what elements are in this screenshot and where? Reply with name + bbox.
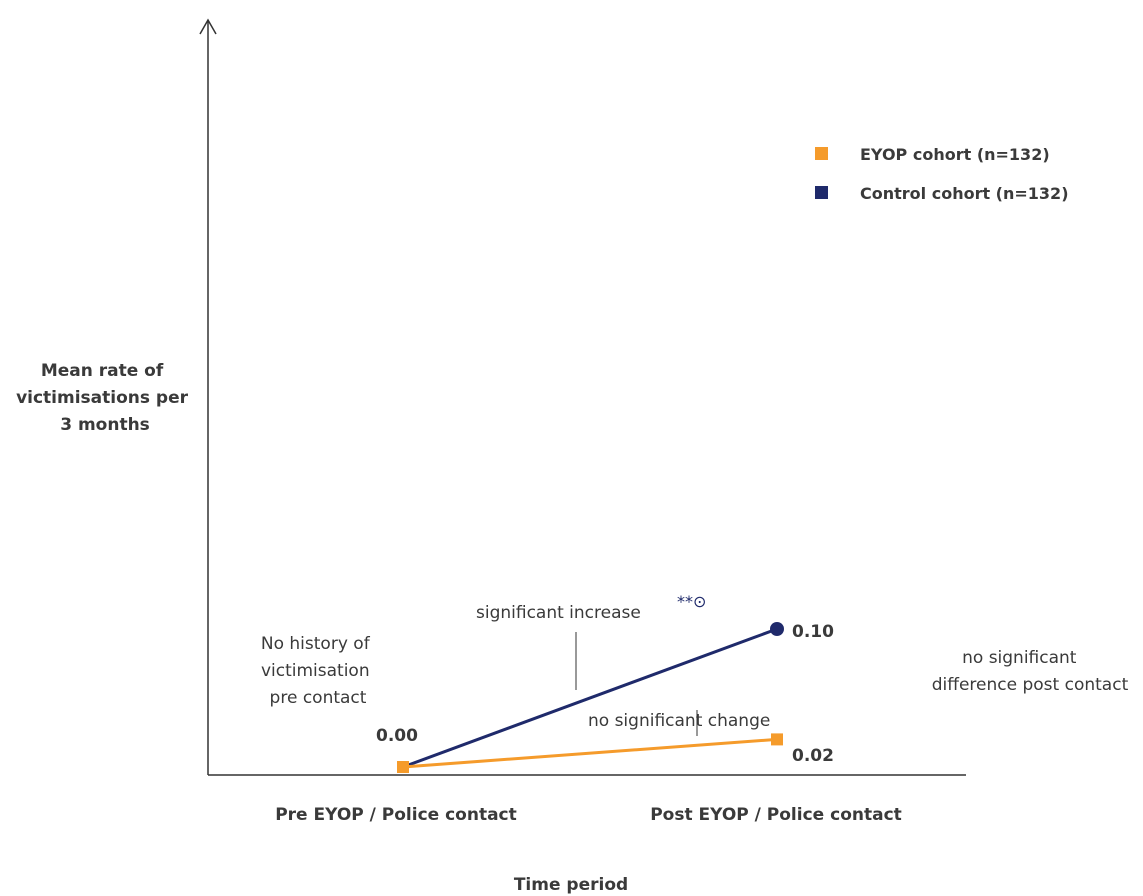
control-significance-marks: **⊙	[677, 592, 706, 611]
eyop-no-change-note: no significant change	[588, 711, 770, 731]
data-label-start: 0.00	[376, 726, 418, 746]
post-contact-note: no significant difference post contact	[932, 648, 1129, 695]
data-label-eyop-end: 0.02	[792, 746, 834, 766]
legend-swatch-control	[815, 186, 828, 199]
eyop-series-line	[402, 737, 778, 769]
y-axis-label-line-2: victimisations per	[16, 388, 189, 408]
pre-contact-note-line-3: pre contact	[270, 688, 367, 708]
legend-swatch-eyop	[815, 147, 828, 160]
x-tick-label-pre: Pre EYOP / Police contact	[275, 805, 517, 825]
y-axis-label-line-1: Mean rate of	[41, 361, 164, 381]
y-axis-label: Mean rate of victimisations per 3 months	[16, 361, 194, 435]
x-axis-label: Time period	[514, 875, 628, 895]
control-point-post	[770, 622, 784, 636]
pre-contact-note-line-2: victimisation	[261, 661, 370, 681]
data-label-control-end: 0.10	[792, 622, 834, 642]
y-axis-arrow	[199, 18, 217, 35]
eyop-point-pre	[397, 761, 409, 773]
pre-contact-note: No history of victimisation pre contact	[261, 634, 375, 708]
legend-label-eyop: EYOP cohort (n=132)	[860, 145, 1050, 164]
post-contact-note-line-2: difference post contact	[932, 675, 1129, 695]
post-contact-note-line-1: no significant	[962, 648, 1077, 668]
x-tick-label-post: Post EYOP / Police contact	[650, 805, 902, 825]
control-series-line	[402, 627, 778, 769]
control-significance-note: significant increase	[476, 603, 641, 623]
y-axis-label-line-3: 3 months	[60, 415, 150, 435]
pre-contact-note-line-1: No history of	[261, 634, 371, 654]
legend-label-control: Control cohort (n=132)	[860, 184, 1069, 203]
eyop-point-post	[771, 733, 783, 746]
